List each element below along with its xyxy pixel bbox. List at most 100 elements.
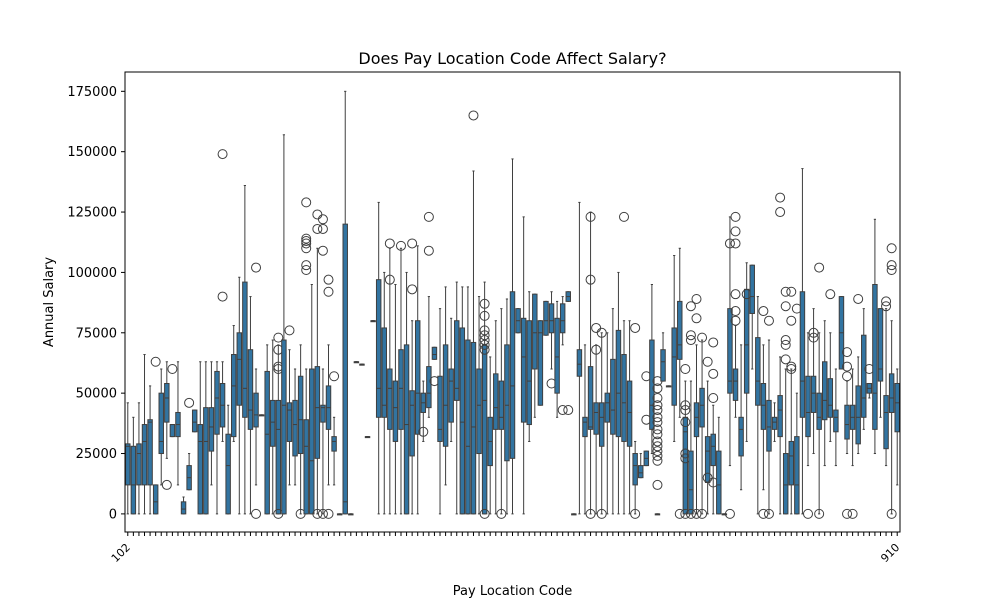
y-tick-label: 0 [109, 507, 117, 522]
outlier-point [842, 347, 853, 358]
box-body [375, 279, 382, 418]
box-body [771, 416, 778, 430]
box-77 [554, 300, 560, 418]
outlier-point [479, 298, 490, 309]
outlier-point [685, 301, 696, 312]
outlier-point [585, 274, 596, 285]
outlier-point [730, 306, 741, 317]
box-80 [571, 513, 577, 516]
box-body [587, 366, 594, 430]
box-body [242, 281, 248, 418]
box-body [559, 303, 566, 334]
box-40 [348, 513, 354, 516]
box-body [387, 368, 393, 430]
box-60 [459, 286, 466, 515]
box-5 [150, 356, 161, 515]
outlier-point [423, 245, 434, 256]
outlier-point [479, 335, 490, 346]
outlier-point [323, 286, 334, 297]
outlier-point [881, 301, 892, 312]
box-121 [799, 168, 806, 515]
box-body [727, 308, 733, 394]
box-69 [509, 158, 516, 515]
box-112 [749, 264, 755, 370]
outlier-point [407, 238, 418, 249]
box-body [610, 358, 616, 435]
outlier-point [780, 354, 791, 365]
outlier-point [652, 400, 663, 411]
box-67 [496, 308, 507, 519]
box-body [465, 339, 471, 515]
outlier-point [786, 361, 797, 372]
box-body [414, 320, 421, 435]
box-20 [236, 276, 243, 515]
box-body [855, 385, 861, 445]
box-body [314, 366, 321, 459]
box-13 [197, 361, 203, 515]
outlier-point [301, 243, 312, 254]
box-body [626, 380, 633, 447]
outlier-point [630, 508, 641, 519]
box-33 [309, 283, 315, 515]
outlier-point [563, 405, 574, 416]
outlier-point [652, 405, 663, 416]
box-body [309, 368, 315, 515]
box-27 [273, 332, 284, 519]
outlier-point [680, 364, 691, 375]
outlier-point [301, 236, 312, 247]
box-68 [504, 298, 510, 515]
outlier-point [680, 417, 691, 428]
box-34 [312, 209, 323, 519]
box-body [392, 380, 399, 442]
outlier-point [167, 364, 178, 375]
box-56 [437, 308, 443, 515]
y-tick-label: 175000 [67, 85, 117, 100]
box-29 [284, 325, 295, 486]
box-63 [476, 296, 482, 515]
outlier-point [775, 192, 786, 203]
outlier-point [479, 310, 490, 321]
outlier-point [847, 508, 858, 519]
outlier-point [685, 330, 696, 341]
outlier-point [395, 240, 406, 251]
box-body [615, 329, 622, 438]
box-101 [685, 301, 696, 519]
box-98 [671, 255, 677, 442]
box-44 [370, 320, 376, 323]
box-41 [353, 361, 360, 364]
box-body [292, 399, 298, 457]
outlier-point [652, 429, 663, 440]
outlier-point [708, 392, 719, 403]
box-28 [281, 134, 287, 515]
box-52 [414, 245, 421, 515]
outlier-point [161, 479, 172, 490]
box-1 [130, 416, 137, 515]
box-95 [652, 376, 663, 516]
box-body [426, 366, 432, 409]
box-body [297, 375, 304, 455]
box-91 [630, 322, 641, 519]
box-76 [546, 291, 557, 389]
box-body [621, 354, 627, 442]
box-body [704, 436, 711, 483]
box-body [816, 392, 822, 430]
outlier-point [384, 238, 395, 249]
box-43 [364, 436, 371, 439]
box-body [598, 402, 605, 447]
outlier-point [329, 371, 340, 382]
outlier-point [803, 508, 814, 519]
outlier-point [273, 332, 284, 343]
box-86 [604, 332, 611, 515]
box-body [766, 399, 772, 452]
box-body [593, 402, 599, 435]
box-124 [814, 262, 825, 519]
outlier-point [301, 197, 312, 208]
box-128 [838, 296, 845, 370]
box-body [833, 409, 839, 433]
outlier-point [323, 508, 334, 519]
box-body [476, 368, 482, 455]
outlier-point [685, 335, 696, 346]
outlier-point [317, 508, 328, 519]
outlier-point [251, 262, 262, 273]
